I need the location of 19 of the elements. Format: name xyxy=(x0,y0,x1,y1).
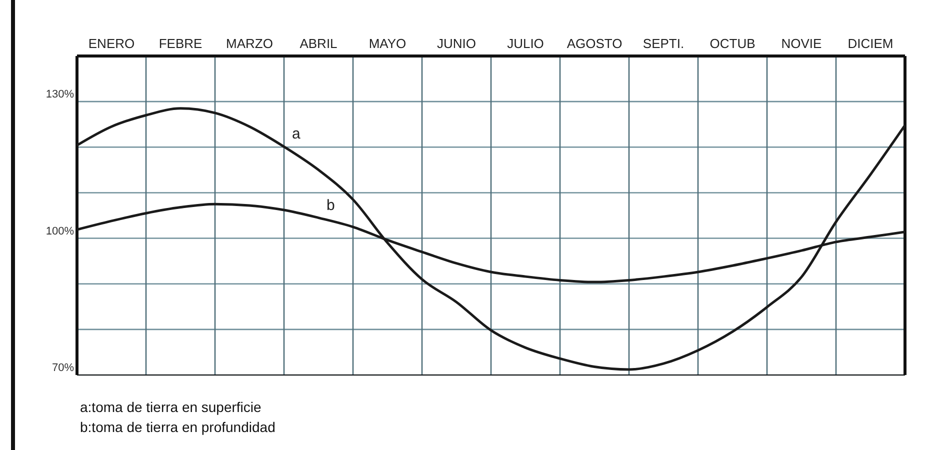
x-tick-label: MARZO xyxy=(226,36,273,51)
y-tick-label: 100% xyxy=(46,225,74,238)
series-label: a xyxy=(292,126,301,143)
x-tick-label: JUNIO xyxy=(437,36,476,51)
text: a:toma de tierra en superficie xyxy=(80,399,262,415)
y-tick-label: 130% xyxy=(46,88,74,101)
x-tick-label: DICIEM xyxy=(848,36,894,51)
y-tick-label: 70% xyxy=(52,362,74,374)
series-label: b xyxy=(326,196,335,214)
x-tick-label: JULIO xyxy=(507,36,544,51)
x-tick-label: MAYO xyxy=(368,36,406,51)
x-tick-label: ABRIL xyxy=(300,36,338,51)
text: b:toma de tierra en profundidad xyxy=(80,419,276,435)
x-tick-label: OCTUB xyxy=(710,36,756,51)
x-tick-label: FEBRE xyxy=(158,36,202,51)
x-tick-label: AGOSTO xyxy=(566,36,622,51)
x-tick-label: SEPTI. xyxy=(642,36,684,51)
x-tick-label: ENERO xyxy=(88,36,135,51)
x-tick-label: NOVIE xyxy=(781,36,822,51)
